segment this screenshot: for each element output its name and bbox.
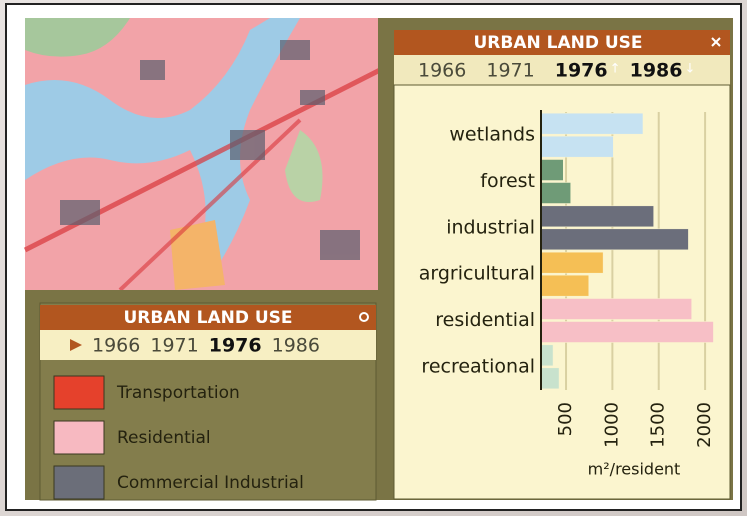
year-option[interactable]: 1966 [418, 60, 466, 82]
bar [541, 368, 559, 389]
category-label: argricultural [419, 263, 535, 285]
year-option[interactable]: 1986 [272, 335, 320, 357]
x-axis-label: m²/resident [588, 460, 681, 479]
x-tick-label: 500 [555, 402, 576, 436]
category-label: residential [435, 309, 535, 331]
map [25, 18, 380, 290]
bar [541, 345, 553, 366]
legend-title: URBAN LAND USE [123, 308, 292, 328]
x-tick-label: 2000 [694, 402, 715, 448]
year-option[interactable]: 1971 [150, 335, 198, 357]
year-option[interactable]: 1971 [486, 60, 534, 82]
bar [541, 183, 571, 204]
category-label: industrial [446, 216, 535, 238]
screen: URBAN LAND USE 1966 1971 1976 1986 Transporta… [0, 0, 747, 516]
bar [541, 229, 688, 250]
category-label: forest [480, 170, 535, 192]
x-tick-label: 1500 [648, 402, 669, 448]
bar [541, 275, 589, 296]
legend-swatch [54, 376, 104, 409]
legend-swatch [54, 421, 104, 454]
series-arrow: ↑ [610, 62, 621, 77]
legend-label: Residential [117, 428, 211, 448]
chart-title: URBAN LAND USE [473, 33, 642, 53]
series-year[interactable]: 1976 [555, 60, 608, 82]
bar [541, 160, 563, 181]
category-label: recreational [421, 355, 535, 377]
bar [541, 322, 713, 343]
bar [541, 113, 643, 134]
series-arrow: ↓ [685, 62, 696, 77]
page: URBAN LAND USE 1966 1971 1976 1986 Transporta… [0, 0, 747, 520]
legend-swatch [54, 466, 104, 499]
legend-label: Transportation [116, 383, 240, 403]
bar [541, 206, 654, 227]
year-option[interactable]: 1976 [209, 335, 262, 357]
bar [541, 299, 692, 320]
x-tick-label: 1000 [601, 402, 622, 448]
year-option[interactable]: 1966 [92, 335, 140, 357]
series-year[interactable]: 1986 [630, 60, 683, 82]
legend-label: Commercial Industrial [117, 473, 304, 493]
category-label: wetlands [449, 124, 535, 146]
bar [541, 136, 613, 157]
bar [541, 252, 603, 273]
